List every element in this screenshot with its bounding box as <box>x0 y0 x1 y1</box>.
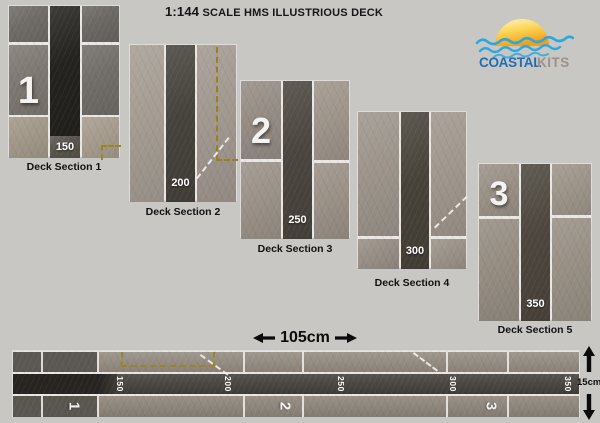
deck-spot-numeral: 3 <box>489 175 509 213</box>
runway-distance: 250 <box>288 214 307 226</box>
deck-section-5-image: 3 350 <box>478 163 592 321</box>
deck-panel-column <box>9 6 48 158</box>
dark-runway-region <box>13 374 117 394</box>
deck-panel-column <box>552 164 591 321</box>
deck-section-3-image: 2 250 <box>240 80 350 239</box>
brand-coastal: COASTAL <box>479 55 541 70</box>
runway-distance: 350 <box>526 298 545 310</box>
runway-distance: 150 <box>55 141 75 153</box>
dark-deck-region <box>13 396 97 417</box>
title-text: SCALE HMS ILLUSTRIOUS DECK <box>202 7 384 19</box>
deck-band-bottom <box>13 396 579 417</box>
deck-spot-numeral: 2 <box>276 401 294 411</box>
section-label-3: Deck Section 3 <box>257 243 333 255</box>
deck-section-1-image: 1 150 <box>8 5 121 160</box>
runway-column <box>283 81 312 239</box>
deck-panel-column <box>314 81 349 239</box>
runway-marker: 150 <box>115 376 125 392</box>
runway-column <box>166 45 195 202</box>
length-value: 105cm <box>280 329 330 346</box>
deck-panel-column <box>130 45 164 202</box>
page-title: 1:144 SCALE HMS ILLUSTRIOUS DECK <box>0 4 548 19</box>
runway-band <box>13 374 579 394</box>
down-arrow-icon <box>583 394 595 420</box>
brand-kits: KITS <box>537 55 570 70</box>
title-scale: 1:144 <box>164 4 200 19</box>
assembled-deck-strip: 150 200 250 300 350 1 2 3 <box>12 350 580 417</box>
section-label-4: Deck Section 4 <box>374 277 450 289</box>
wave-icon <box>478 44 562 54</box>
left-arrow-icon <box>253 333 276 343</box>
section-label-2: Deck Section 2 <box>145 206 221 218</box>
wave-icon <box>475 35 574 46</box>
up-arrow-icon <box>583 346 595 372</box>
section-label-1: Deck Section 1 <box>26 161 102 173</box>
deck-panel-column <box>82 6 119 158</box>
runway-column <box>521 164 550 321</box>
deck-panel-column <box>479 164 519 321</box>
yellow-deck-marking <box>121 352 215 367</box>
deck-band-top <box>13 352 579 372</box>
right-arrow-icon <box>334 333 357 343</box>
deck-spot-numeral: 1 <box>65 401 83 411</box>
deck-section-2-image: 200 <box>129 44 238 202</box>
length-dimension: 105cm <box>230 329 380 347</box>
runway-marker: 250 <box>336 376 346 392</box>
runway-distance: 300 <box>405 245 425 257</box>
runway-marker: 350 <box>563 376 573 392</box>
deck-section-4-image: 300 <box>357 111 468 269</box>
wave-icon <box>493 51 549 59</box>
height-value: 15cm <box>577 377 600 388</box>
deck-panel-column <box>358 112 399 269</box>
dark-deck-region <box>13 352 97 372</box>
deck-spot-numeral: 2 <box>250 110 272 151</box>
runway-column <box>50 6 80 158</box>
deck-spot-numeral: 3 <box>482 401 500 411</box>
yellow-deck-marking <box>216 47 238 161</box>
yellow-deck-marking <box>101 145 121 160</box>
deck-panel-column <box>431 112 466 269</box>
runway-marker: 200 <box>223 376 233 392</box>
deck-spot-numeral: 1 <box>17 70 40 112</box>
deck-panel-column <box>241 81 281 239</box>
runway-marker: 300 <box>448 376 458 392</box>
section-label-5: Deck Section 5 <box>497 324 573 336</box>
runway-distance: 200 <box>171 177 190 189</box>
runway-column <box>401 112 429 269</box>
coastal-kits-logo: COASTAL KITS <box>475 19 574 70</box>
